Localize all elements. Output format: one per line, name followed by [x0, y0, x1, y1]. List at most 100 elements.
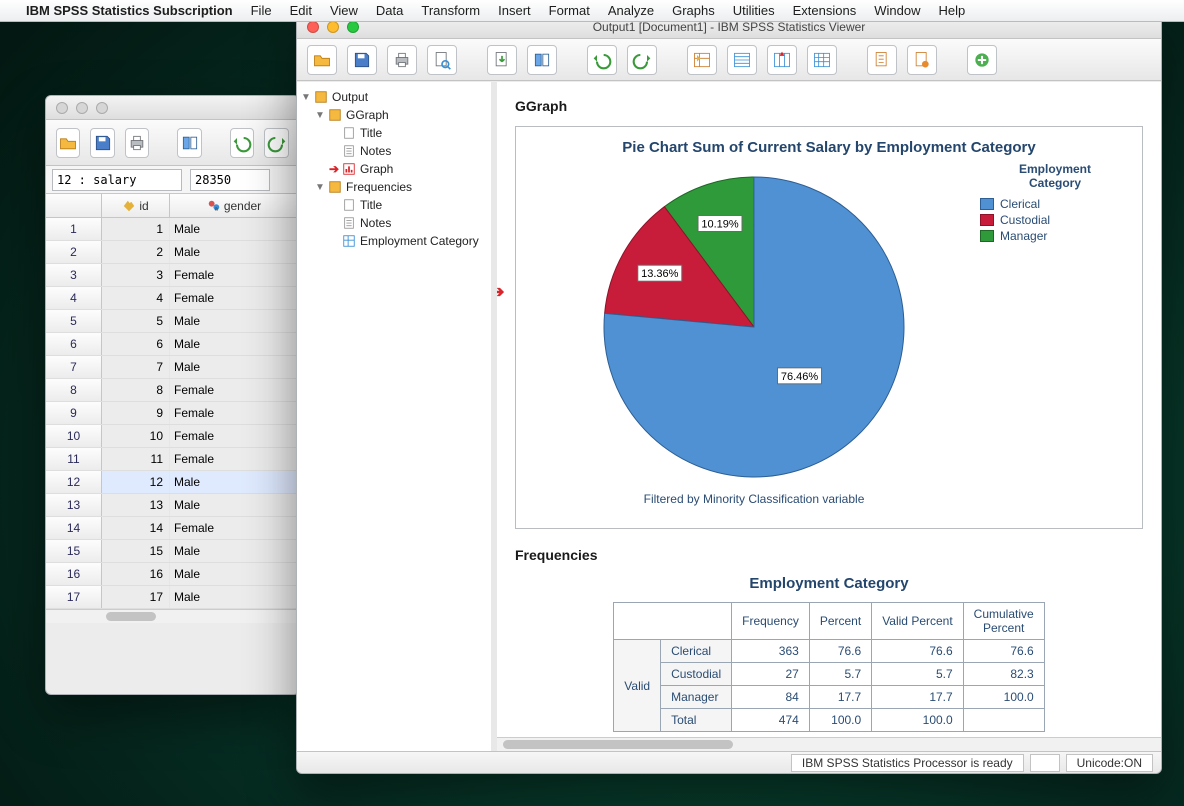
table-row[interactable]: 4 4 Female — [46, 287, 299, 310]
table-row[interactable]: ValidClerical 363 76.6 76.6 76.6 — [614, 640, 1044, 663]
nav-output[interactable]: Output — [332, 90, 368, 104]
goto-variable-button[interactable] — [767, 45, 797, 75]
cell-id[interactable]: 10 — [102, 425, 170, 447]
cell-gender[interactable]: Male — [170, 494, 299, 516]
close-icon[interactable] — [307, 21, 319, 33]
cell-gender[interactable]: Female — [170, 379, 299, 401]
zoom-icon[interactable] — [96, 102, 108, 114]
cell-id[interactable]: 11 — [102, 448, 170, 470]
variables-button[interactable] — [807, 45, 837, 75]
table-row[interactable]: 13 13 Male — [46, 494, 299, 517]
table-row[interactable]: Manager 84 17.7 17.7 100.0 — [614, 686, 1044, 709]
cell-id[interactable]: 16 — [102, 563, 170, 585]
nav-notes-2[interactable]: Notes — [360, 216, 391, 230]
row-number[interactable]: 4 — [46, 287, 102, 309]
col-frequency[interactable]: Frequency — [732, 603, 810, 640]
nav-graph[interactable]: Graph — [360, 162, 393, 176]
table-row[interactable]: 12 12 Male — [46, 471, 299, 494]
nav-empcat[interactable]: Employment Category — [360, 234, 479, 248]
pie-chart[interactable]: Pie Chart Sum of Current Salary by Emplo… — [515, 126, 1143, 529]
cell-gender[interactable]: Male — [170, 356, 299, 378]
nav-ggraph[interactable]: GGraph — [346, 108, 389, 122]
cell-value-input[interactable] — [190, 169, 270, 191]
cell-gender[interactable]: Male — [170, 218, 299, 240]
row-number[interactable]: 9 — [46, 402, 102, 424]
row-number[interactable]: 16 — [46, 563, 102, 585]
minimize-icon[interactable] — [76, 102, 88, 114]
print-preview-button[interactable] — [427, 45, 457, 75]
table-row[interactable]: 17 17 Male — [46, 586, 299, 609]
cell-gender[interactable]: Female — [170, 517, 299, 539]
table-row[interactable]: 15 15 Male — [46, 540, 299, 563]
export-button[interactable] — [487, 45, 517, 75]
col-cum-percent[interactable]: CumulativePercent — [963, 603, 1044, 640]
row-number[interactable]: 3 — [46, 264, 102, 286]
cell-id[interactable]: 15 — [102, 540, 170, 562]
row-number[interactable]: 1 — [46, 218, 102, 240]
row-number[interactable]: 5 — [46, 310, 102, 332]
cell-id[interactable]: 14 — [102, 517, 170, 539]
add-button[interactable] — [967, 45, 997, 75]
row-number[interactable]: 11 — [46, 448, 102, 470]
cell-id[interactable]: 9 — [102, 402, 170, 424]
goto-case-button[interactable] — [727, 45, 757, 75]
minimize-icon[interactable] — [327, 21, 339, 33]
frequency-table[interactable]: Frequency Percent Valid Percent Cumulati… — [613, 602, 1044, 732]
cell-id[interactable]: 4 — [102, 287, 170, 309]
table-row[interactable]: 8 8 Female — [46, 379, 299, 402]
menu-help[interactable]: Help — [938, 3, 965, 18]
table-row[interactable]: 14 14 Female — [46, 517, 299, 540]
table-row[interactable]: 16 16 Male — [46, 563, 299, 586]
table-row[interactable]: 5 5 Male — [46, 310, 299, 333]
menu-edit[interactable]: Edit — [290, 3, 312, 18]
table-row[interactable]: 1 1 Male — [46, 218, 299, 241]
col-percent[interactable]: Percent — [809, 603, 871, 640]
cell-gender[interactable]: Female — [170, 402, 299, 424]
table-row[interactable]: 7 7 Male — [46, 356, 299, 379]
app-name[interactable]: IBM SPSS Statistics Subscription — [26, 3, 233, 18]
open-button[interactable] — [56, 128, 80, 158]
nav-notes[interactable]: Notes — [360, 144, 391, 158]
cell-gender[interactable]: Female — [170, 287, 299, 309]
row-number[interactable]: 15 — [46, 540, 102, 562]
open-button[interactable] — [307, 45, 337, 75]
table-row[interactable]: 9 9 Female — [46, 402, 299, 425]
cell-gender[interactable]: Male — [170, 333, 299, 355]
menu-graphs[interactable]: Graphs — [672, 3, 715, 18]
menu-window[interactable]: Window — [874, 3, 920, 18]
cell-id[interactable]: 12 — [102, 471, 170, 493]
row-number[interactable]: 6 — [46, 333, 102, 355]
table-row[interactable]: 2 2 Male — [46, 241, 299, 264]
menu-analyze[interactable]: Analyze — [608, 3, 654, 18]
table-row[interactable]: 6 6 Male — [46, 333, 299, 356]
cell-id[interactable]: 13 — [102, 494, 170, 516]
cell-id[interactable]: 1 — [102, 218, 170, 240]
nav-title-2[interactable]: Title — [360, 198, 382, 212]
cell-id[interactable]: 5 — [102, 310, 170, 332]
cell-gender[interactable]: Male — [170, 241, 299, 263]
cell-gender[interactable]: Male — [170, 471, 299, 493]
row-number[interactable]: 10 — [46, 425, 102, 447]
cell-gender[interactable]: Male — [170, 310, 299, 332]
close-icon[interactable] — [56, 102, 68, 114]
cell-gender[interactable]: Male — [170, 563, 299, 585]
cell-id[interactable]: 17 — [102, 586, 170, 608]
table-row[interactable]: 10 10 Female — [46, 425, 299, 448]
menu-insert[interactable]: Insert — [498, 3, 531, 18]
cell-id[interactable]: 3 — [102, 264, 170, 286]
cell-id[interactable]: 2 — [102, 241, 170, 263]
dialog-recall-button[interactable] — [177, 128, 201, 158]
nav-title[interactable]: Title — [360, 126, 382, 140]
cell-id[interactable]: 7 — [102, 356, 170, 378]
table-row[interactable]: Custodial 27 5.7 5.7 82.3 — [614, 663, 1044, 686]
save-button[interactable] — [90, 128, 114, 158]
cell-id[interactable]: 8 — [102, 379, 170, 401]
row-number[interactable]: 8 — [46, 379, 102, 401]
output-canvas[interactable]: ➔ GGraph Pie Chart Sum of Current Salary… — [497, 82, 1161, 751]
menu-format[interactable]: Format — [549, 3, 590, 18]
designate-window-button[interactable] — [907, 45, 937, 75]
select-last-button[interactable] — [867, 45, 897, 75]
menu-extensions[interactable]: Extensions — [793, 3, 857, 18]
cell-gender[interactable]: Female — [170, 448, 299, 470]
row-number[interactable]: 14 — [46, 517, 102, 539]
